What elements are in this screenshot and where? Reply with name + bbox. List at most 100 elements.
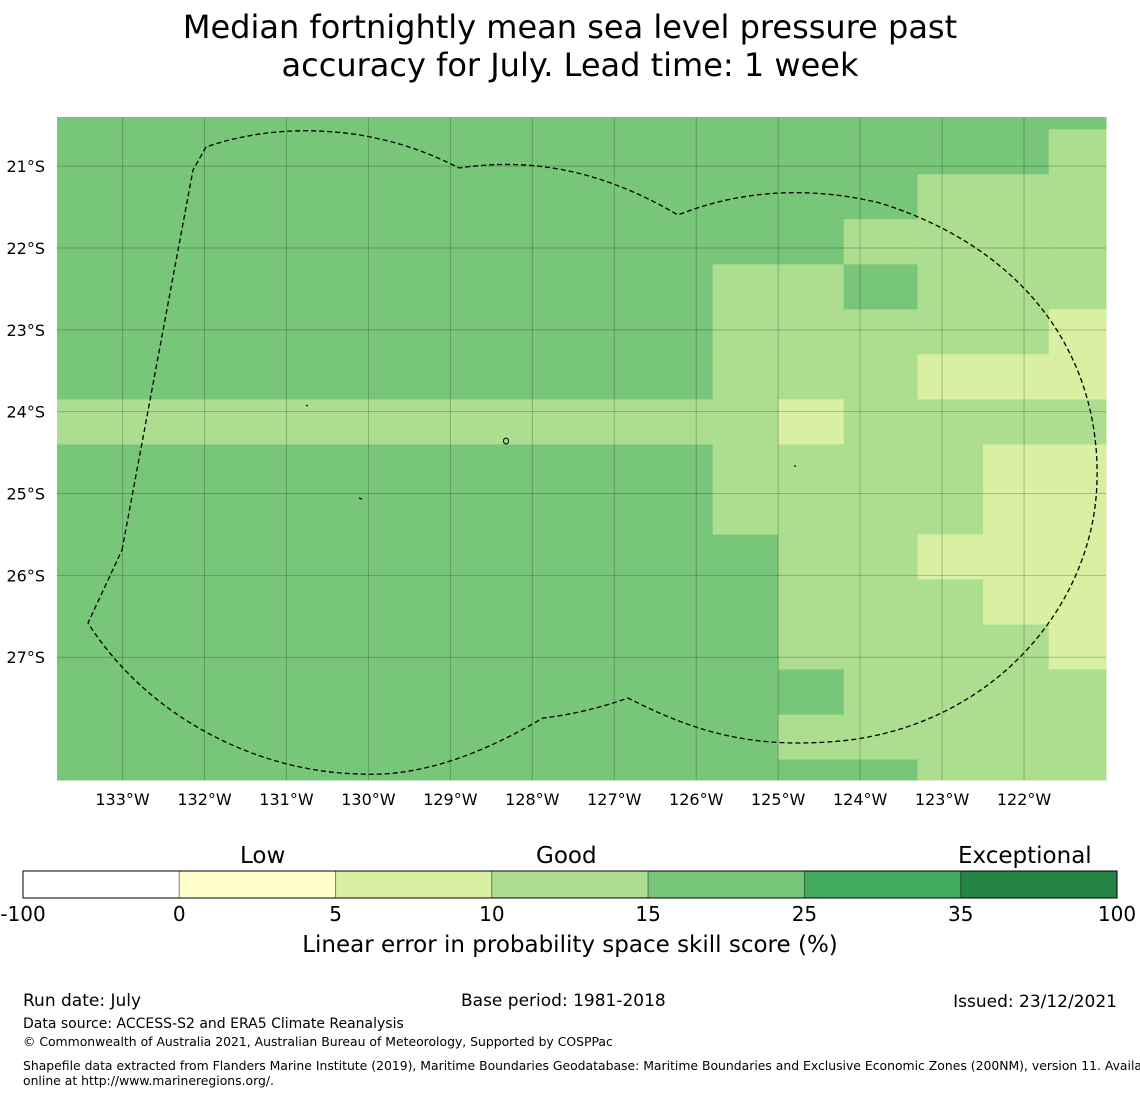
colorbar-category-low: Low — [240, 843, 286, 869]
grid-cell — [778, 174, 845, 220]
colorbar-outline — [22, 870, 1118, 899]
colorbar-tick-label: 100 — [1097, 902, 1137, 926]
grid-cell — [712, 534, 779, 580]
grid-cell — [57, 579, 714, 625]
grid-cell — [843, 174, 919, 220]
colorbar-tick-label: -100 — [0, 902, 46, 926]
island-marker — [358, 497, 363, 500]
grid-cell — [1048, 129, 1107, 175]
grid-cell — [1048, 174, 1107, 220]
grid-cell — [843, 714, 919, 761]
grid-cell — [1048, 354, 1107, 400]
map-title-line1: Median fortnightly mean sea level pressu… — [182, 8, 958, 46]
grid-cell — [917, 534, 984, 580]
grid-cell — [712, 354, 779, 400]
grid-cell — [983, 714, 1050, 761]
colorbar-tick-label: 25 — [791, 902, 818, 926]
colorbar-label: Linear error in probability space skill … — [302, 932, 838, 958]
base-period: Base period: 1981-2018 — [461, 991, 666, 1011]
grid-cell — [843, 399, 919, 445]
grid-cell — [712, 129, 779, 175]
colorbar-box — [178, 870, 337, 899]
grid-cell — [57, 534, 714, 580]
grid-cell — [712, 399, 779, 445]
grid-cell — [843, 579, 919, 625]
shapefile-credit-line2: online at http://www.marineregions.org/. — [23, 1073, 274, 1088]
grid-cell — [983, 669, 1050, 716]
island-marker — [305, 404, 309, 407]
longitude-label: 132°W — [177, 790, 232, 809]
longitude-label: 123°W — [915, 790, 970, 809]
grid-cell — [57, 759, 714, 781]
grid-cell — [917, 309, 984, 355]
grid-cell — [1048, 534, 1107, 580]
longitude-label: 126°W — [669, 790, 724, 809]
colorbar-box — [335, 870, 493, 899]
grid-cell — [57, 309, 714, 355]
longitude-label: 129°W — [423, 790, 478, 809]
grid-cell — [1048, 399, 1107, 445]
grid-cell — [712, 264, 779, 310]
colorbar-tick-label: 5 — [329, 902, 342, 926]
grid-cell — [57, 219, 714, 265]
grid-cell — [1048, 264, 1107, 310]
grid-cell — [1048, 759, 1107, 781]
grid-cell — [983, 219, 1050, 265]
longitude-label: 130°W — [341, 790, 396, 809]
grid-cell — [983, 759, 1050, 781]
grid-cell — [917, 264, 984, 310]
grid-cell — [712, 489, 779, 535]
grid-cell — [983, 129, 1050, 175]
eez-boundary-line — [87, 130, 1098, 775]
colorbar-tick-label: 10 — [479, 902, 505, 926]
grid-cell — [917, 759, 984, 781]
grid-cell — [712, 117, 779, 130]
grid-cell — [778, 117, 845, 130]
grid-cell — [778, 219, 845, 265]
grid-cell — [57, 264, 714, 310]
grid-cell — [1048, 489, 1107, 535]
grid-cell — [1048, 579, 1107, 625]
grid-cell — [843, 624, 919, 670]
longitude-labels: 133°W 132°W 131°W 130°W 129°W 128°W 127°W 126°W… — [95, 790, 1051, 809]
grid-cell — [917, 399, 984, 445]
colorbar-box — [647, 870, 805, 899]
grid-cell — [983, 117, 1050, 130]
grid-cell — [778, 714, 845, 761]
grid-cell — [843, 117, 919, 130]
grid-cell — [917, 354, 984, 400]
colorbar-category-good: Good — [536, 843, 597, 869]
grid-cell — [983, 489, 1050, 535]
grid-cell — [712, 579, 779, 625]
colorbar-tick-label: 15 — [635, 902, 661, 926]
grid-cell — [778, 309, 845, 355]
grid-cell — [1048, 117, 1107, 130]
island-marker — [503, 437, 509, 445]
grid-cell — [57, 129, 714, 175]
eez-boundary — [87, 130, 1098, 775]
map-title: Median fortnightly mean sea level pressu… — [0, 8, 1140, 84]
grid-cell — [917, 129, 984, 175]
grid-cell — [712, 444, 779, 490]
grid-cell — [917, 714, 984, 761]
grid-cell — [778, 579, 845, 625]
latitude-label: 22°S — [6, 239, 45, 258]
grid-cell — [983, 444, 1050, 490]
longitude-label: 124°W — [833, 790, 888, 809]
grid-cell — [1048, 624, 1107, 670]
grid-cell — [843, 264, 919, 310]
grid-cell — [917, 174, 984, 220]
data-source: Data source: ACCESS-S2 and ERA5 Climate … — [23, 1016, 404, 1032]
grid-cell — [57, 669, 714, 716]
grid-cell — [712, 714, 779, 761]
grid-cell — [1048, 219, 1107, 265]
colorbar-box — [491, 870, 649, 899]
grid-cell — [778, 669, 845, 716]
map-panel: 21°S22°S23°S24°S25°S26°S27°S 133°W 132°W 1… — [6, 117, 1107, 809]
grid-cell — [57, 624, 714, 670]
colorbar-tick-label: 35 — [947, 902, 974, 926]
colorbar — [22, 870, 1118, 899]
grid-cell — [917, 117, 984, 130]
latitude-labels: 21°S 22°S 23°S 24°S 25°S 26°S 27°S — [6, 157, 45, 667]
grid-cell — [778, 759, 845, 781]
